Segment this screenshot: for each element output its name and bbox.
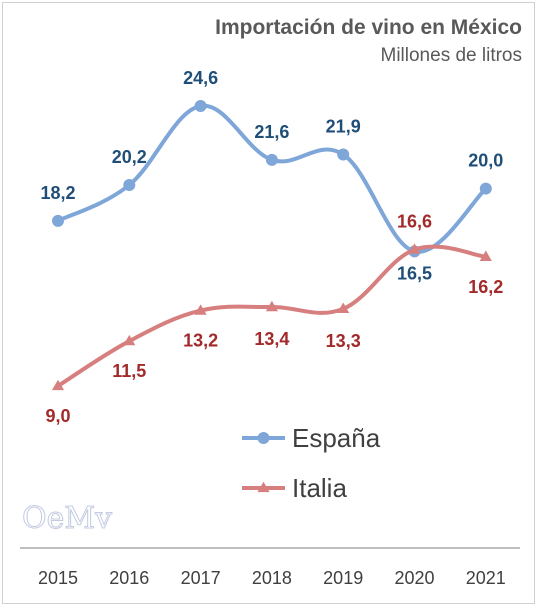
data-point-italia-2019 [337,302,350,314]
legend-label-italia: Italia [292,473,347,503]
data-point-italia-2021 [479,250,492,261]
data-label-italia-2018: 13,4 [254,329,289,349]
x-axis-ticks: 2015 2016 2017 2018 2019 2020 2021 [38,568,506,588]
data-label-espa-a-2018: 21,6 [254,122,289,142]
data-label-espa-a-2015: 18,2 [40,183,75,203]
x-tick-label-2017: 2017 [181,568,221,588]
data-point-italia-2020 [408,243,421,254]
data-label-italia-2016: 11,5 [112,361,146,381]
data-label-italia-2017: 13,2 [183,331,218,351]
data-label-italia-2020: 16,6 [397,212,432,232]
data-label-italia-2015: 9,0 [45,406,70,426]
data-label-espa-a-2021: 20,0 [468,151,503,171]
oemv-logo: OeMv [22,501,113,537]
watermark-text: OeMv [22,501,112,536]
x-tick-label-2021: 2021 [466,568,506,588]
series-espa-a: 18,2 20,2 24,6 21,6 21,9 16,5 20,0 [40,68,503,283]
data-label-espa-a-2020: 16,5 [397,263,432,283]
data-label-italia-2021: 16,2 [468,277,503,297]
legend-marker-italia [257,481,270,493]
x-tick-label-2018: 2018 [252,568,292,588]
x-tick-label-2019: 2019 [323,568,363,588]
data-point-italia-2017 [194,304,207,315]
chart-frame [2,2,535,604]
data-label-espa-a-2016: 20,2 [112,147,147,167]
data-point-espa-a-2019 [337,148,350,161]
data-label-italia-2019: 13,3 [326,331,361,351]
data-point-espa-a-2015 [52,214,64,227]
x-tick-label-2015: 2015 [38,568,78,588]
data-label-espa-a-2019: 21,9 [326,116,361,136]
data-point-italia-2018 [265,300,278,312]
series-italia: 9,0 11,5 13,2 13,4 13,3 16,6 16,2 [45,212,503,426]
data-point-espa-a-2016 [123,178,136,191]
legend-item-italia: Italia [242,473,347,503]
data-point-espa-a-2021 [479,182,492,195]
legend-label-espa-a: España [292,423,381,453]
chart-title: Importación de vino en México [215,16,522,39]
data-label-espa-a-2017: 24,6 [183,68,218,88]
chart-subtitle: Millones de litros [381,45,523,66]
legend-marker-espa-a [257,432,270,444]
legend: España Italia [242,423,381,503]
x-tick-label-2020: 2020 [394,568,434,588]
data-point-espa-a-2017 [194,100,207,112]
x-tick-label-2016: 2016 [109,568,149,588]
data-point-italia-2015 [51,379,65,391]
legend-item-espa-a: España [242,423,381,453]
series-group: 18,2 20,2 24,6 21,6 21,9 16,5 20,0 9,0 11,5 13,2 1… [40,68,503,426]
data-point-italia-2016 [123,334,136,346]
data-point-espa-a-2018 [265,153,278,166]
